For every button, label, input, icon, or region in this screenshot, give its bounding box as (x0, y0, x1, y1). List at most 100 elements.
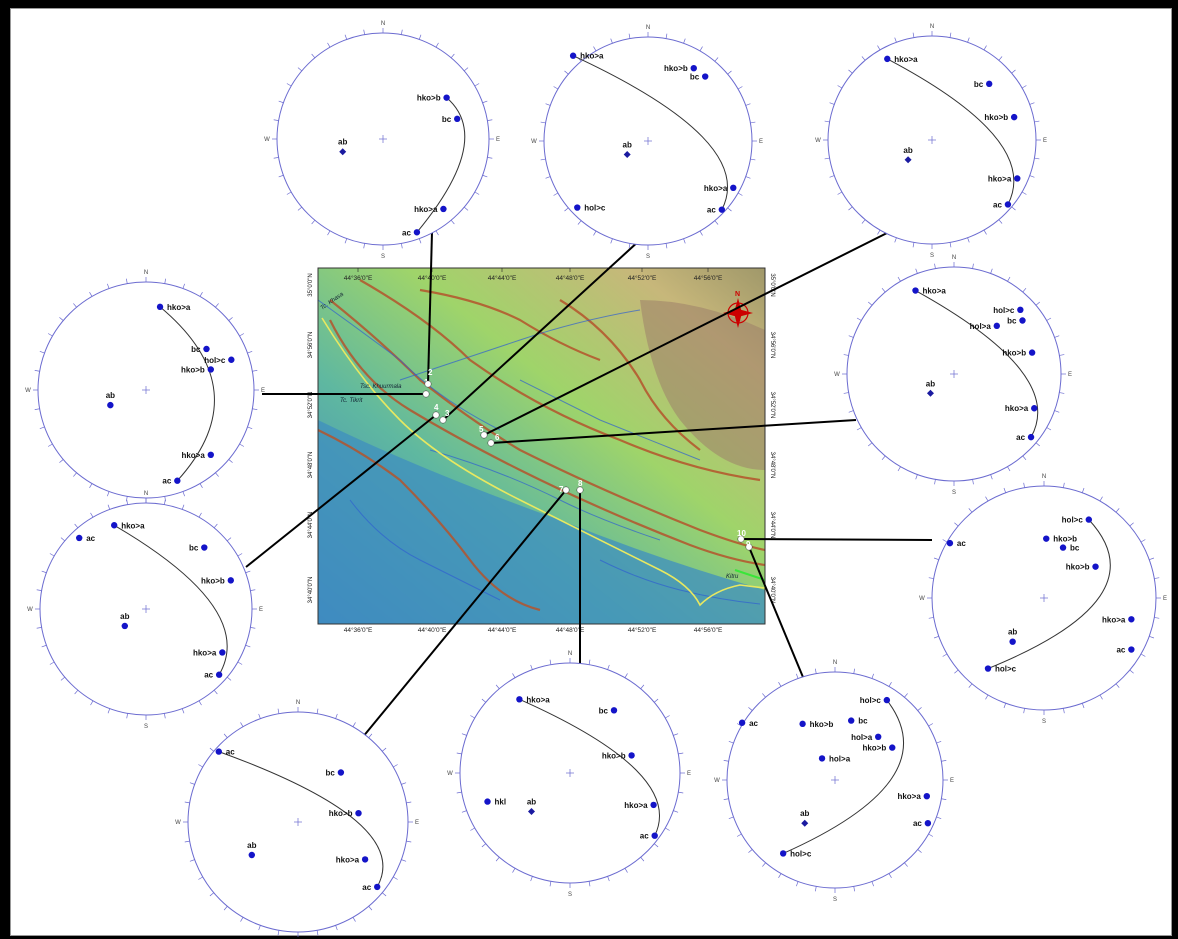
tick (164, 713, 166, 719)
site-marker-3 (439, 416, 447, 424)
point-label: hko>a (624, 801, 648, 810)
compass-n: N (833, 660, 837, 666)
tick (258, 713, 261, 719)
pole-point (690, 65, 697, 72)
point-label: hko>a (336, 855, 360, 864)
point-label: hko>a (121, 521, 145, 530)
point-label: ac (226, 748, 235, 757)
tick (474, 83, 480, 87)
compass-n: N (144, 491, 148, 497)
tick (487, 157, 493, 159)
tick (985, 496, 989, 502)
tick (278, 174, 284, 178)
pole-point (440, 205, 447, 213)
compass-e: E (1068, 372, 1072, 378)
point-label: hko>b (984, 113, 1008, 122)
tick (748, 707, 753, 711)
tick (59, 317, 64, 321)
pole-point (361, 856, 369, 863)
tick (512, 673, 516, 678)
pole-point (884, 55, 891, 63)
tick (665, 243, 668, 249)
tick (1099, 496, 1103, 502)
river-3 (429, 449, 661, 541)
tick (184, 840, 190, 843)
tick (1099, 694, 1103, 700)
tick (1140, 653, 1146, 657)
pole-point (650, 801, 657, 809)
site-marker-8 (576, 486, 584, 494)
pole-point (984, 665, 992, 672)
tick (928, 833, 934, 837)
point-label: hko>b (181, 365, 205, 374)
tick (894, 237, 897, 243)
pole-point (718, 206, 726, 213)
stereonet-1: N S E W ab hko>b bc hko>a ac (264, 21, 500, 260)
tick (1140, 539, 1146, 543)
river-label-khuurmala: Tsc. Khuurmala (360, 384, 402, 390)
compass-s: S (568, 892, 572, 898)
tick (107, 283, 110, 289)
tick (252, 370, 258, 372)
compass-e: E (496, 137, 500, 143)
tick (189, 859, 195, 862)
great-circle (915, 290, 1039, 438)
connector-line-8 (361, 489, 567, 739)
tick (593, 46, 597, 52)
tick (470, 715, 475, 719)
tick (363, 243, 365, 249)
tick (406, 801, 412, 804)
pole-point (374, 883, 381, 891)
stereonet-6: N S E Wac hko>a bc hko>b ab hko>a ac (27, 491, 263, 730)
tick (1023, 482, 1025, 488)
tick (936, 741, 942, 744)
compass-w: W (447, 771, 453, 777)
tick (990, 474, 993, 480)
point-label: ac (1016, 433, 1025, 442)
tick (904, 862, 908, 867)
tick (1063, 708, 1065, 714)
point-label: hol>c (1062, 516, 1084, 525)
tick (867, 301, 873, 306)
tick (470, 827, 475, 831)
point-label: hko>a (181, 451, 205, 460)
tick (1046, 317, 1052, 321)
compass-n: N (144, 270, 148, 276)
tick (182, 283, 185, 289)
tick (277, 930, 280, 936)
tick (968, 683, 973, 688)
tick (1054, 410, 1060, 413)
connector-line-3 (483, 231, 890, 436)
tick (450, 53, 455, 59)
tick (727, 70, 732, 75)
tick (728, 741, 734, 744)
tick (198, 700, 202, 706)
point-label: hko>a (414, 205, 438, 214)
tick (199, 483, 203, 489)
tick (223, 733, 228, 738)
pole-point (203, 345, 210, 353)
tick (487, 119, 493, 121)
great-circle (159, 306, 215, 482)
tick (737, 86, 743, 90)
tick (848, 335, 854, 338)
point-label: bc (191, 345, 201, 354)
tick (36, 589, 42, 591)
tick (34, 370, 40, 372)
tick (654, 698, 659, 703)
pole-point (443, 94, 450, 101)
point-label: hol>a (829, 754, 851, 763)
tick (226, 537, 232, 542)
great-circle (782, 699, 904, 854)
tick (461, 810, 467, 813)
tick (949, 242, 952, 248)
tick (728, 816, 734, 819)
pole-point (986, 80, 993, 88)
tick (382, 892, 387, 897)
point-label: ac (362, 883, 371, 892)
pole-point (355, 810, 362, 817)
map-frame (317, 267, 766, 625)
compass-s: S (833, 897, 837, 903)
